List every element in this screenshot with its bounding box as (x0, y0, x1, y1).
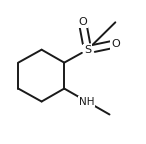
Text: NH: NH (79, 96, 95, 107)
Text: O: O (78, 17, 87, 27)
Text: O: O (111, 39, 120, 49)
Text: S: S (84, 45, 91, 55)
